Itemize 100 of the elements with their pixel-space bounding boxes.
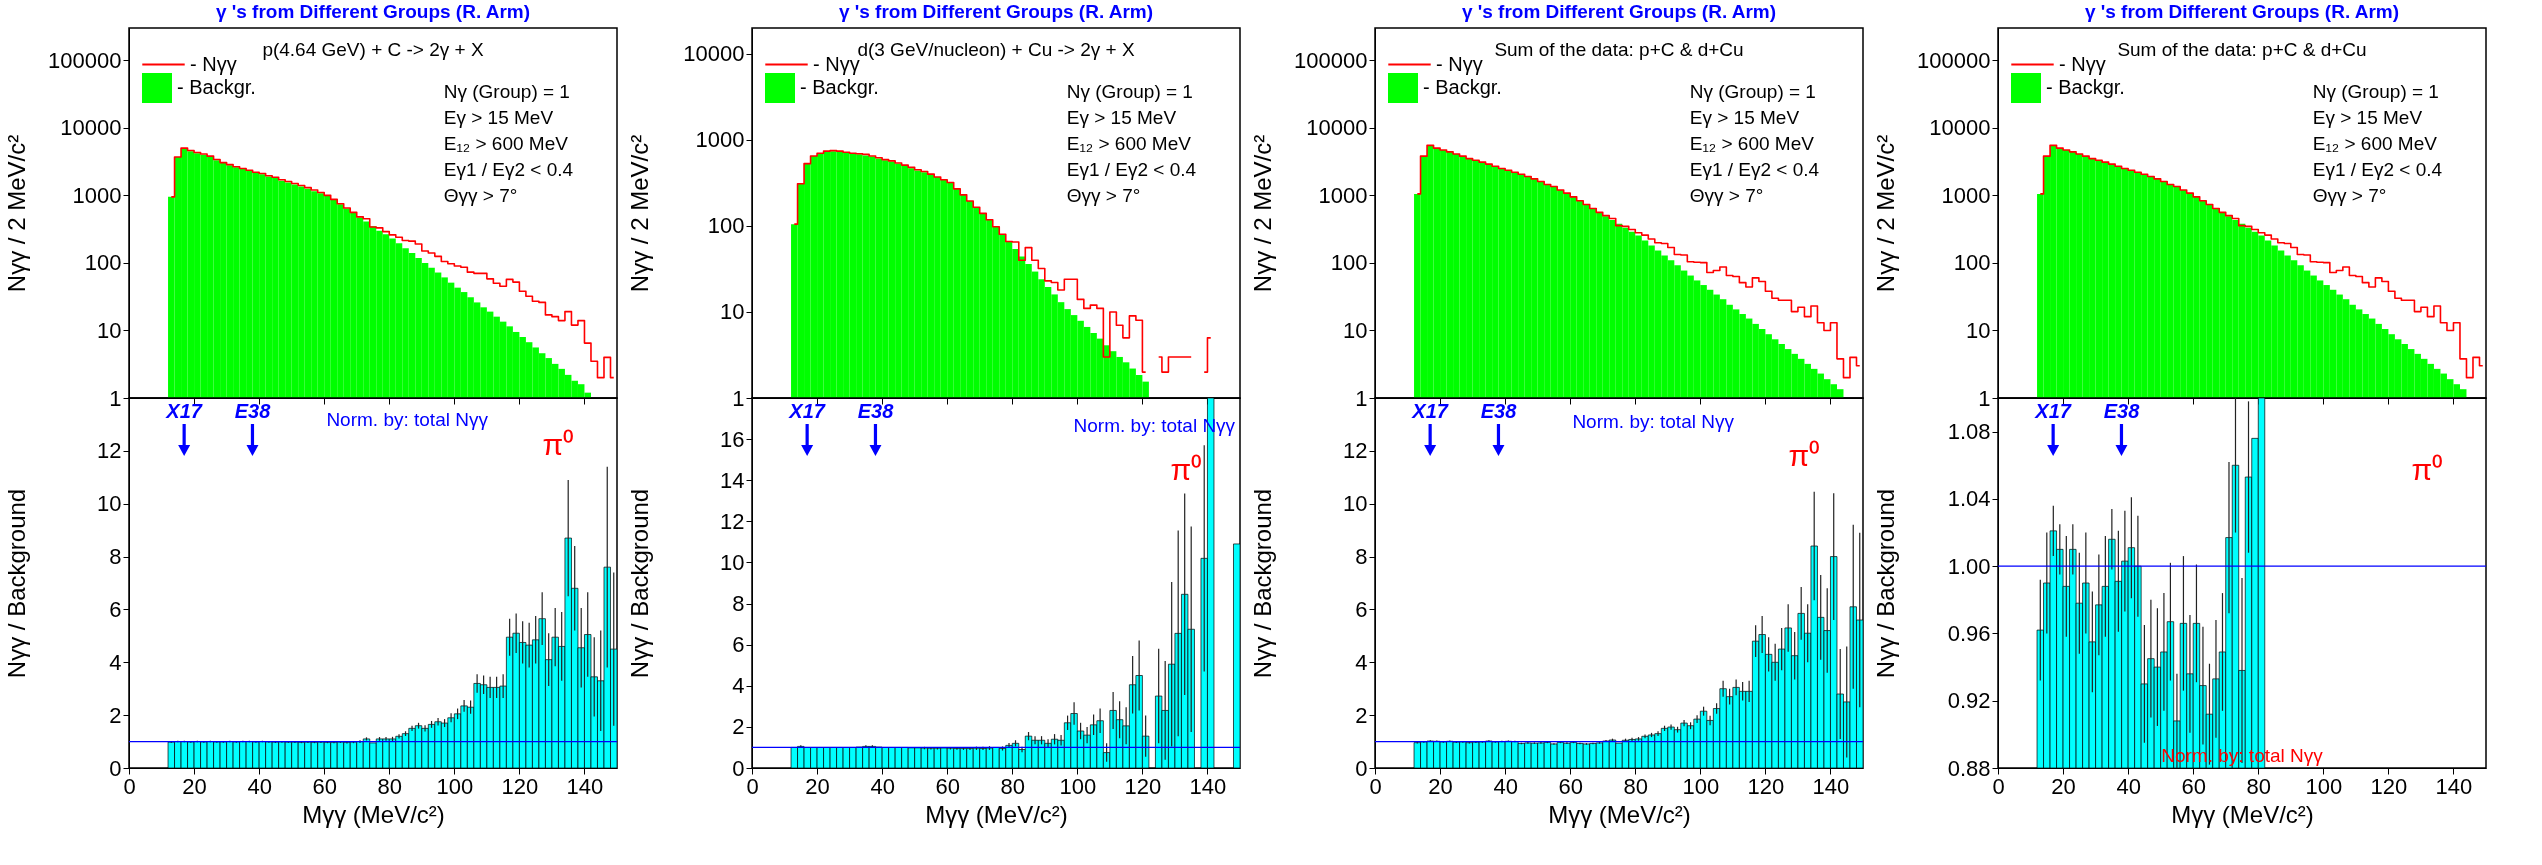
- y-tick-label: 10: [97, 491, 122, 517]
- x-tick-label: 60: [935, 773, 960, 799]
- y-tick-label: 12: [1343, 438, 1368, 464]
- y-tick-label: 1.04: [1947, 486, 1991, 512]
- y-axis-title: Nγγ / Background: [1871, 488, 1899, 679]
- legend-label: - Backgr.: [1423, 76, 1502, 98]
- x-tick-label: 80: [2246, 773, 2272, 799]
- annotation: Norm. by: total Nγγ: [1572, 411, 1735, 432]
- y-tick-label: 10: [1343, 317, 1368, 343]
- annotation: X17: [788, 400, 826, 422]
- y-tick-label: 8: [732, 591, 745, 617]
- annotation: Eγ1 / Eγ2 < 0.4: [2312, 159, 2443, 180]
- y-tick-label: 0.92: [1947, 688, 1991, 714]
- y-tick-label: 1000: [1318, 182, 1368, 208]
- annotation: Θγγ > 7°: [2312, 185, 2387, 206]
- y-tick-label: 100: [1330, 250, 1368, 276]
- y-tick-label: 1: [732, 385, 745, 411]
- y-tick-label: 10: [1343, 491, 1368, 517]
- annotation: Θγγ > 7°: [1689, 185, 1764, 206]
- y-axis-title: Nγγ / Background: [1248, 488, 1276, 679]
- y-axis-title: Nγγ / Background: [625, 488, 653, 679]
- text: d(3 GeV/nucleon) + Cu -> 2γ + X: [857, 39, 1135, 60]
- y-tick-label: 100: [84, 250, 122, 276]
- annotation: Θγγ > 7°: [1066, 185, 1141, 206]
- y-tick-label: 10000: [683, 41, 745, 67]
- y-tick-label: 1000: [695, 127, 745, 153]
- annotation: π⁰: [1170, 453, 1203, 486]
- x-tick-label: 20: [182, 773, 207, 799]
- annotation: Eγ > 15 MeV: [1689, 107, 1800, 128]
- annotation: Eγ1 / Eγ2 < 0.4: [1066, 159, 1197, 180]
- legend-label: - Nγγ: [2059, 52, 2106, 75]
- y-tick-label: 10: [720, 549, 745, 575]
- chart-title: γ 's from Different Groups (R. Arm): [838, 1, 1154, 22]
- y-tick-label: 6: [1355, 596, 1368, 622]
- annotation: E38: [2103, 400, 2141, 422]
- y-tick-label: 2: [1355, 702, 1368, 728]
- x-tick-label: 40: [247, 773, 272, 799]
- annotation: π⁰: [542, 428, 575, 461]
- x-tick-label: 100: [1682, 773, 1720, 799]
- x-tick-label: 20: [1428, 773, 1453, 799]
- x-axis-title: Mγγ (MeV/c²): [925, 800, 1068, 828]
- x-tick-label: 60: [2181, 773, 2206, 799]
- y-tick-label: 2: [732, 714, 745, 740]
- x-tick-label: 120: [2370, 773, 2408, 799]
- annotation: Eγ > 15 MeV: [2312, 107, 2423, 128]
- y-tick-label: 14: [720, 467, 745, 493]
- legend-label: - Backgr.: [2046, 76, 2125, 98]
- x-tick-label: 20: [2051, 773, 2076, 799]
- annotation: Nγ (Group) = 1: [1066, 81, 1193, 102]
- x-tick-label: 100: [2305, 773, 2343, 799]
- x-tick-label: 80: [1000, 773, 1026, 799]
- x-tick-label: 140: [566, 773, 604, 799]
- annotation: Nγ (Group) = 1: [2312, 81, 2439, 102]
- annotation: Eγ1 / Eγ2 < 0.4: [1689, 159, 1820, 180]
- text: Sum of the data: p+C & d+Cu: [2117, 39, 2367, 60]
- x-tick-label: 140: [2435, 773, 2473, 799]
- annotation: Θγγ > 7°: [443, 185, 518, 206]
- legend-label: - Nγγ: [1436, 52, 1483, 75]
- annotation: E₁₂ > 600 MeV: [1689, 133, 1815, 154]
- x-tick-label: 120: [1124, 773, 1162, 799]
- y-tick-label: 10: [720, 299, 745, 325]
- y-tick-label: 1.00: [1947, 553, 1991, 579]
- x-tick-label: 100: [1059, 773, 1097, 799]
- annotation: E₁₂ > 600 MeV: [1066, 133, 1192, 154]
- text: Sum of the data: p+C & d+Cu: [1494, 39, 1744, 60]
- y-tick-label: 6: [109, 596, 122, 622]
- y-tick-label: 0.88: [1947, 755, 1991, 781]
- y-tick-label: 100000: [1917, 47, 1991, 73]
- annotation: E38: [857, 400, 895, 422]
- y-tick-label: 1: [1355, 385, 1368, 411]
- y-tick-label: 12: [720, 508, 745, 534]
- y-axis-title: Nγγ / 2 MeV/c²: [1871, 134, 1899, 293]
- legend-label: - Backgr.: [800, 76, 879, 98]
- annotation: E38: [1480, 400, 1518, 422]
- annotation: Eγ > 15 MeV: [1066, 107, 1177, 128]
- annotation: E₁₂ > 600 MeV: [443, 133, 569, 154]
- y-tick-label: 0: [732, 755, 745, 781]
- annotation: Eγ1 / Eγ2 < 0.4: [443, 159, 574, 180]
- x-tick-label: 40: [2116, 773, 2141, 799]
- y-tick-label: 8: [109, 544, 122, 570]
- x-axis-title: Mγγ (MeV/c²): [2171, 800, 2314, 828]
- y-tick-label: 0: [1355, 755, 1368, 781]
- y-tick-label: 4: [109, 649, 122, 675]
- x-tick-label: 60: [312, 773, 337, 799]
- x-tick-label: 80: [377, 773, 403, 799]
- annotation: E38: [234, 400, 272, 422]
- annotation: π⁰: [2411, 453, 2444, 486]
- x-tick-label: 140: [1189, 773, 1227, 799]
- chart-title: γ 's from Different Groups (R. Arm): [2084, 1, 2400, 22]
- x-axis-title: Mγγ (MeV/c²): [1548, 800, 1691, 828]
- y-tick-label: 12: [97, 438, 122, 464]
- legend-label: - Nγγ: [190, 52, 237, 75]
- y-tick-label: 4: [732, 673, 745, 699]
- annotation: Norm. by: total Nγγ: [326, 409, 489, 430]
- x-tick-label: 140: [1812, 773, 1850, 799]
- annotation: Nγ (Group) = 1: [443, 81, 570, 102]
- annotation: X17: [165, 400, 203, 422]
- annotation: Nγ (Group) = 1: [1689, 81, 1816, 102]
- y-tick-label: 2: [109, 702, 122, 728]
- x-tick-label: 120: [1747, 773, 1785, 799]
